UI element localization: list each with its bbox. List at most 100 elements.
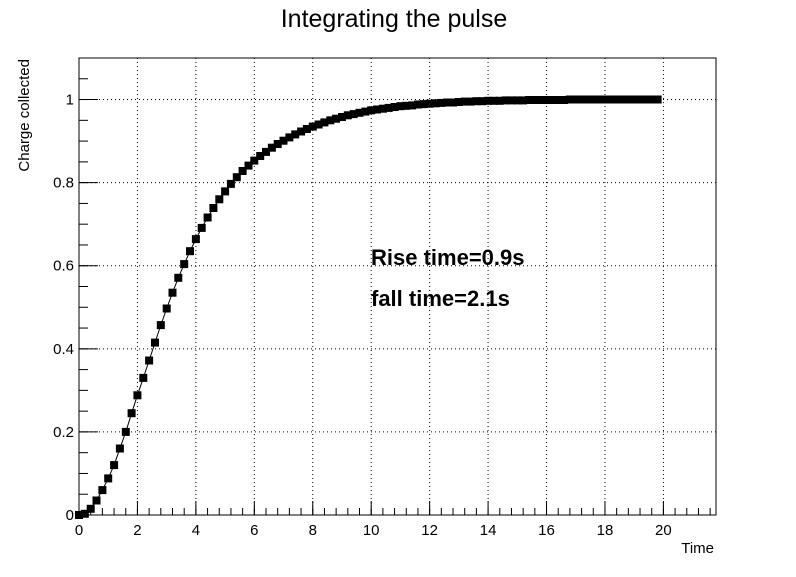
data-point xyxy=(530,96,539,104)
data-point xyxy=(355,108,364,117)
x-tick-label: 20 xyxy=(655,522,672,539)
data-point xyxy=(583,95,592,104)
x-tick-label: 0 xyxy=(75,522,83,539)
data-point xyxy=(133,391,142,400)
data-point xyxy=(460,97,469,106)
data-point xyxy=(203,213,212,222)
data-point xyxy=(191,235,200,244)
data-point xyxy=(197,223,206,232)
data-point xyxy=(402,101,411,110)
y-tick-label: 0.2 xyxy=(53,424,74,441)
x-tick-label: 6 xyxy=(250,522,258,539)
data-point xyxy=(285,133,294,142)
y-tick-label: 0.6 xyxy=(53,258,74,275)
data-point xyxy=(606,95,615,104)
data-point xyxy=(215,195,224,204)
data-point xyxy=(314,120,323,129)
data-point xyxy=(419,100,428,109)
data-point xyxy=(414,100,422,109)
x-tick-label: 16 xyxy=(538,522,555,539)
data-point xyxy=(636,95,644,104)
data-point xyxy=(630,95,639,104)
data-point xyxy=(273,140,282,148)
data-point xyxy=(98,486,107,495)
data-point xyxy=(343,111,352,120)
data-point xyxy=(565,95,574,104)
data-point xyxy=(121,427,130,436)
data-point xyxy=(226,179,235,188)
axis-ticks xyxy=(78,57,711,516)
data-point xyxy=(536,96,545,104)
data-point xyxy=(110,461,119,470)
data-point xyxy=(291,130,300,139)
data-point xyxy=(408,101,417,110)
data-point xyxy=(525,96,533,104)
data-point xyxy=(104,474,113,483)
data-point xyxy=(92,496,101,505)
data-point xyxy=(267,143,276,152)
data-point xyxy=(431,99,440,108)
data-point xyxy=(156,321,165,330)
data-point xyxy=(320,118,329,127)
data-point xyxy=(595,95,604,104)
data-point xyxy=(338,113,346,121)
x-tick-label: 12 xyxy=(421,522,438,539)
x-tick-label: 14 xyxy=(480,522,497,539)
data-point xyxy=(513,96,522,105)
data-point xyxy=(501,96,510,105)
data-point xyxy=(437,98,446,107)
data-point xyxy=(238,167,247,175)
data-point xyxy=(349,110,358,119)
x-tick-label: 2 xyxy=(133,522,141,539)
data-point xyxy=(139,373,148,382)
data-point xyxy=(507,96,516,105)
data-point xyxy=(449,98,457,107)
data-point xyxy=(542,96,551,104)
chart-title: Integrating the pulse xyxy=(281,5,508,33)
data-point xyxy=(612,95,621,104)
data-point xyxy=(297,127,306,136)
data-point xyxy=(641,95,650,104)
y-axis-title: Charge collected xyxy=(16,59,33,172)
y-tick-label: 0.8 xyxy=(53,175,74,192)
data-point xyxy=(145,356,154,365)
data-point xyxy=(279,136,288,145)
data-point xyxy=(495,96,504,105)
data-point xyxy=(80,509,89,518)
y-tick-label: 0.4 xyxy=(53,341,74,358)
data-point xyxy=(548,96,557,104)
data-point xyxy=(653,95,662,104)
data-point xyxy=(624,95,633,104)
data-point xyxy=(221,187,230,196)
annotation-rise-time: Rise time=0.9s xyxy=(371,245,524,270)
data-point xyxy=(244,161,253,170)
data-point xyxy=(174,273,183,282)
data-series xyxy=(75,95,662,519)
data-point xyxy=(302,125,311,133)
data-point xyxy=(396,102,405,111)
data-point xyxy=(647,95,656,104)
data-point xyxy=(186,247,194,256)
data-point xyxy=(443,98,452,107)
data-point xyxy=(489,96,498,105)
data-point xyxy=(519,96,528,105)
data-point xyxy=(601,95,609,104)
x-tick-label: 8 xyxy=(309,522,317,539)
data-point xyxy=(232,173,241,182)
data-point xyxy=(571,95,580,104)
data-point xyxy=(560,96,569,104)
data-point xyxy=(378,104,387,113)
data-point xyxy=(361,107,370,116)
tick-labels: 0 2 4 6 8 10 12 14 16 18 20 0 0.2 0.4 0.6 0.8 1 xyxy=(53,92,672,539)
data-point xyxy=(367,106,376,115)
data-point xyxy=(115,444,124,453)
annotation-fall-time: fall time=2.1s xyxy=(371,286,510,311)
data-point xyxy=(454,98,463,106)
x-axis-title: Time xyxy=(681,540,714,557)
y-tick-label: 1 xyxy=(66,92,74,109)
x-tick-label: 10 xyxy=(363,522,380,539)
data-point xyxy=(75,511,83,519)
data-point xyxy=(618,95,627,104)
